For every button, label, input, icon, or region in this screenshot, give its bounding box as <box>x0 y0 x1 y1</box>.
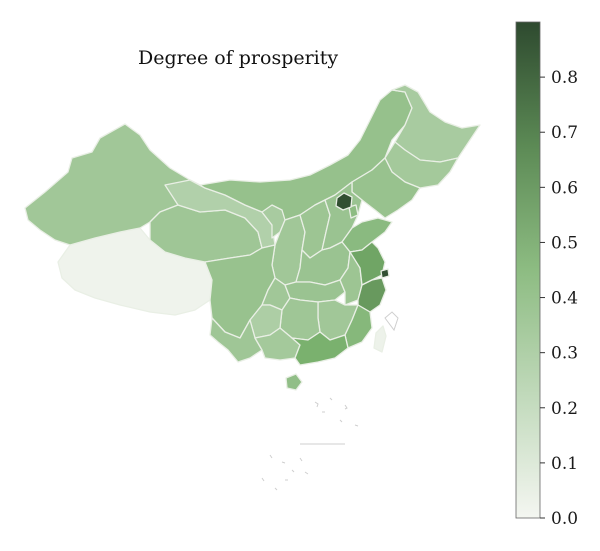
colorbar-tick-label: 0.6 <box>551 178 578 198</box>
region-jiangsu <box>349 241 386 286</box>
colorbar-ticks: 0.0 0.1 0.2 0.3 0.4 0.5 0.6 0.7 0.8 <box>540 68 578 529</box>
colorbar: 0.0 0.1 0.2 0.3 0.4 0.5 0.6 0.7 0.8 <box>515 21 578 529</box>
province-layer <box>24 84 481 391</box>
colorbar-gradient <box>515 21 541 519</box>
colorbar-tick-label: 0.5 <box>551 233 578 253</box>
colorbar-tick-label: 0.1 <box>551 454 578 474</box>
region-guangdong <box>291 331 349 366</box>
colorbar-tick-label: 0.3 <box>551 344 578 364</box>
region-zhejiang <box>357 277 387 313</box>
colorbar-tick-label: 0.2 <box>551 399 578 419</box>
region-hainan <box>285 373 303 391</box>
colorbar-tick-label: 0.8 <box>551 68 578 88</box>
region-yunnan <box>209 317 263 363</box>
colorbar-tick-label: 0.7 <box>551 123 578 143</box>
region-shanghai <box>380 268 390 279</box>
region-fujian <box>344 304 373 349</box>
region-tianjin <box>348 204 359 219</box>
region-taiwan <box>373 325 387 353</box>
region-beijing <box>335 192 353 211</box>
colorbar-tick-label: 0.0 <box>551 509 578 529</box>
colorbar-tick-label: 0.4 <box>551 289 578 309</box>
map-title: Degree of prosperity <box>138 47 339 69</box>
south-china-sea-islands <box>261 311 399 491</box>
